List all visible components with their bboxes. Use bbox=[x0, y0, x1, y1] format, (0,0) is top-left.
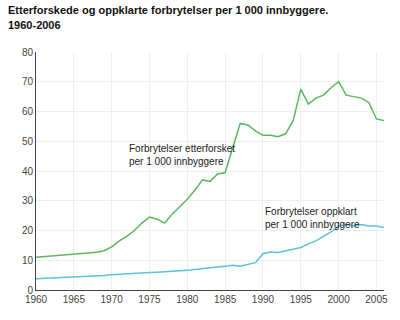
svg-text:1970: 1970 bbox=[101, 294, 124, 305]
svg-text:1985: 1985 bbox=[214, 294, 237, 305]
svg-text:1990: 1990 bbox=[252, 294, 275, 305]
svg-text:0: 0 bbox=[27, 285, 33, 296]
svg-text:30: 30 bbox=[22, 195, 34, 206]
svg-text:10: 10 bbox=[22, 255, 34, 266]
svg-text:70: 70 bbox=[22, 76, 34, 87]
svg-text:Forbrytelser oppklartper 1 000: Forbrytelser oppklartper 1 000 innbygger… bbox=[265, 206, 360, 230]
svg-text:1980: 1980 bbox=[176, 294, 199, 305]
svg-text:1975: 1975 bbox=[138, 294, 161, 305]
svg-text:20: 20 bbox=[22, 225, 34, 236]
svg-text:Forbrytelser etterforsketper 1: Forbrytelser etterforsketper 1 000 innby… bbox=[129, 143, 235, 167]
svg-text:Etterforskede og oppklarte for: Etterforskede og oppklarte forbrytelser … bbox=[8, 4, 328, 30]
svg-text:80: 80 bbox=[22, 47, 34, 58]
svg-text:2005: 2005 bbox=[365, 294, 388, 305]
svg-text:1960: 1960 bbox=[25, 294, 48, 305]
svg-text:40: 40 bbox=[22, 166, 34, 177]
svg-text:50: 50 bbox=[22, 136, 34, 147]
svg-text:2000: 2000 bbox=[327, 294, 350, 305]
svg-text:1995: 1995 bbox=[290, 294, 313, 305]
svg-text:60: 60 bbox=[22, 106, 34, 117]
svg-text:1965: 1965 bbox=[63, 294, 86, 305]
